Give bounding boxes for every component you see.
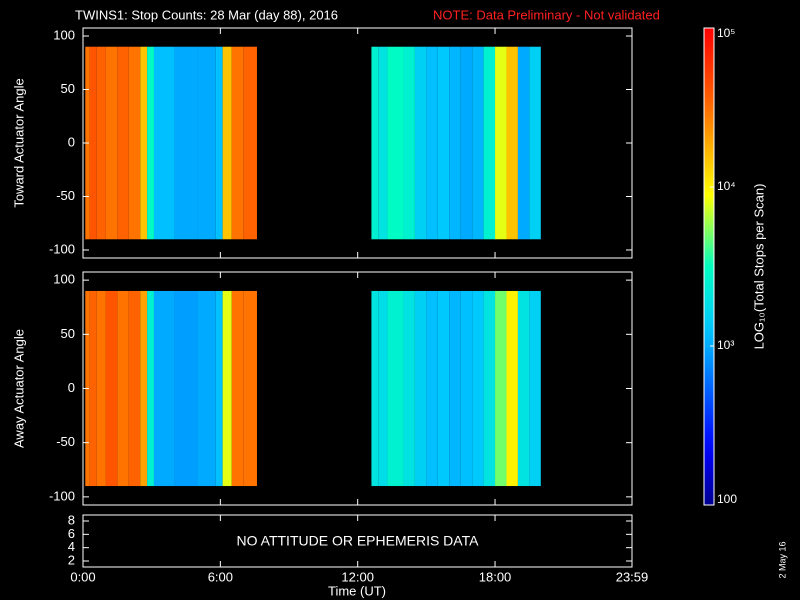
- y-axis-label: Toward Actuator Angle: [11, 78, 26, 207]
- heat-cell: [215, 46, 223, 240]
- heat-cell: [140, 46, 148, 240]
- heat-cell: [387, 46, 404, 240]
- x-tick-label: 0:00: [70, 569, 95, 584]
- heat-cell: [215, 290, 223, 487]
- heat-cell: [414, 46, 427, 240]
- heat-cell: [117, 46, 129, 240]
- heat-cell: [243, 290, 257, 487]
- x-axis-label: Time (UT): [328, 583, 386, 598]
- heat-cell: [460, 290, 473, 487]
- heat-cell: [153, 290, 175, 487]
- heat-cell: [495, 290, 507, 487]
- heat-cell: [387, 290, 404, 487]
- heat-cell: [231, 46, 244, 240]
- x-tick-label: 23:59: [616, 569, 649, 584]
- heat-cell: [89, 46, 97, 240]
- heat-cell: [529, 46, 541, 240]
- colorbar-tick-label: 10⁴: [717, 179, 736, 193]
- heat-cell: [426, 46, 438, 240]
- heat-cell: [449, 46, 461, 240]
- heat-cell: [147, 46, 154, 240]
- heat-cell: [96, 290, 106, 487]
- heat-cell: [89, 290, 97, 487]
- colorbar-label: LOG₁₀(Total Stops per Scan): [751, 184, 766, 350]
- y-tick-label: 100: [53, 27, 75, 42]
- heat-cell: [174, 290, 198, 487]
- heat-cell: [378, 46, 388, 240]
- heat-cell: [506, 46, 518, 240]
- date: 2 May 16: [777, 541, 787, 578]
- heat-cell: [483, 290, 496, 487]
- x-tick-label: 18:00: [479, 569, 512, 584]
- heat-cell: [506, 290, 518, 487]
- y-tick-label: 50: [61, 326, 75, 341]
- heat-cell: [517, 290, 530, 487]
- heat-cell: [174, 46, 198, 240]
- heat-cell: [222, 46, 232, 240]
- heat-cell: [414, 290, 427, 487]
- colorbar: [703, 27, 715, 506]
- panel-text: NO ATTITUDE OR EPHEMERIS DATA: [237, 533, 480, 549]
- heat-cell: [483, 46, 496, 240]
- heat-cell: [403, 290, 415, 487]
- heat-cell: [105, 290, 118, 487]
- heat-cell: [140, 290, 148, 487]
- heat-cell: [378, 290, 388, 487]
- heat-cell: [449, 290, 461, 487]
- heat-cell: [147, 290, 154, 487]
- heat-cell: [222, 290, 232, 487]
- y-tick-label: -100: [49, 241, 75, 256]
- heat-cell: [197, 46, 216, 240]
- colorbar-tick-label: 10³: [717, 338, 734, 352]
- heat-cell: [437, 290, 450, 487]
- y-tick-label: -50: [56, 434, 75, 449]
- heat-cell: [426, 290, 438, 487]
- y-tick-label: 6: [68, 526, 75, 541]
- heat-cell: [403, 46, 415, 240]
- colorbar-tick-label: 10⁵: [717, 26, 735, 40]
- heat-cell: [472, 290, 484, 487]
- heat-cell: [231, 290, 244, 487]
- heat-cell: [243, 46, 257, 240]
- heat-cell: [437, 46, 450, 240]
- heat-cell: [472, 46, 484, 240]
- heat-cell: [529, 290, 541, 487]
- heat-cell: [128, 290, 141, 487]
- y-axis-label: Away Actuator Angle: [11, 329, 26, 448]
- y-tick-label: 0: [68, 380, 75, 395]
- y-tick-label: -100: [49, 488, 75, 503]
- x-tick-label: 6:00: [208, 569, 233, 584]
- heat-cell: [96, 46, 106, 240]
- heat-cell: [460, 46, 473, 240]
- colorbar-tick-label: 100: [717, 492, 737, 506]
- heat-cell: [495, 46, 507, 240]
- heat-cell: [197, 290, 216, 487]
- y-tick-label: 8: [68, 512, 75, 527]
- y-tick-label: 100: [53, 272, 75, 287]
- heat-cell: [105, 46, 118, 240]
- heat-cell: [371, 290, 379, 487]
- y-tick-label: 0: [68, 134, 75, 149]
- heat-cell: [517, 46, 530, 240]
- heat-cell: [153, 46, 175, 240]
- heat-cell: [128, 46, 141, 240]
- chart-title: TWINS1: Stop Counts: 28 Mar (day 88), 20…: [75, 7, 338, 22]
- y-tick-label: 2: [68, 552, 75, 567]
- note: NOTE: Data Preliminary - Not validated: [433, 7, 660, 22]
- y-tick-label: 50: [61, 81, 75, 96]
- y-tick-label: 4: [68, 539, 75, 554]
- heat-cell: [117, 290, 129, 487]
- heat-cell: [371, 46, 379, 240]
- y-tick-label: -50: [56, 188, 75, 203]
- x-tick-label: 12:00: [341, 569, 374, 584]
